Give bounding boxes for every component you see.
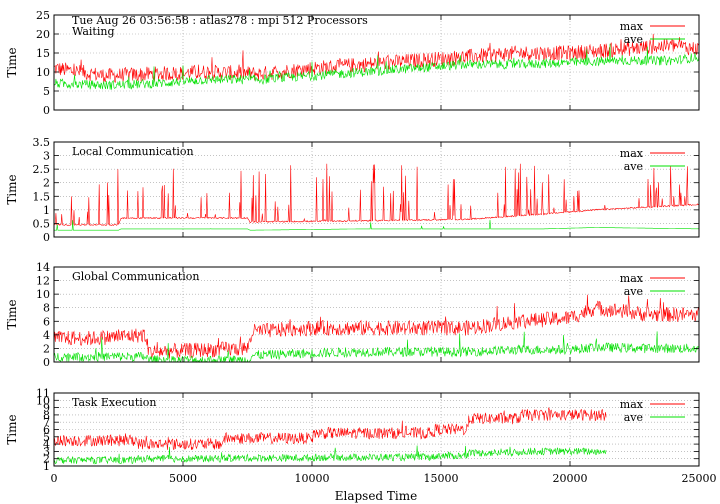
plot-frame [53,14,700,111]
panel-title: Local Communication [72,145,194,158]
y-tick-label: 10 [36,394,50,407]
y-tick-label: 5 [43,431,50,444]
panel-title: Waiting [72,25,115,38]
legend-label-max: max [620,20,644,33]
legend-label-ave: ave [624,285,643,298]
y-tick-label: 0 [43,104,50,117]
x-tick-label: 0 [51,472,58,485]
series-line-ave [53,43,700,90]
panel-2: 00.511.522.533.5 Time Local Communication m… [5,136,700,244]
y-tick-label: 8 [43,409,50,422]
y-tick-label: 1 [43,204,50,217]
y-tick-label: 10 [36,288,50,301]
y-tick-label: 12 [36,275,50,288]
series-line-max [53,407,607,450]
y-tick-label: 2 [43,342,50,355]
y-tick-label: 2 [43,453,50,466]
x-axis-label: Elapsed Time [335,489,418,503]
legend-label-max: max [620,398,644,411]
legend-label-ave: ave [624,33,643,46]
y-tick-label: 8 [43,302,50,315]
series-line-max [53,33,700,84]
y-tick-label: 14 [36,261,50,274]
y-tick-label: 10 [36,66,50,79]
y-tick-label: 3 [43,445,50,458]
y-tick-label: 0 [43,231,50,244]
series-line-ave [54,219,700,231]
y-tick-label: 9 [43,402,50,415]
series-line-ave [53,445,607,465]
y-tick-label: 25 [36,9,50,22]
y-axis-label: Time [5,414,19,444]
y-tick-label: 6 [43,424,50,437]
y-tick-label: 4 [43,438,50,451]
y-axis-label: Time [5,299,19,329]
y-axis-label: Time [5,174,19,204]
series-line-max [54,163,700,226]
y-tick-label: 0 [43,356,50,369]
x-tick-label: 10000 [295,472,330,485]
x-tick-label: 15000 [424,472,459,485]
y-tick-label: 3 [43,150,50,163]
y-tick-label: 6 [43,315,50,328]
y-tick-label: 4 [43,329,50,342]
plot-frame [53,266,700,363]
y-tick-label: 2 [43,177,50,190]
chart-header: Tue Aug 26 03:56:58 : atlas278 : mpi 512… [72,14,368,27]
y-tick-label: 20 [36,28,50,41]
x-tick-label: 5000 [169,472,197,485]
x-tick-label: 20000 [553,472,588,485]
panel-title: Global Communication [72,270,200,283]
y-tick-label: 3.5 [33,136,51,149]
legend-label-ave: ave [624,411,643,424]
y-axis-label: Time [5,47,19,77]
y-tick-label: 1 [43,460,50,473]
y-tick-label: 2.5 [33,163,51,176]
series-line-ave [53,331,700,364]
plot-frame [53,141,700,238]
legend-label-max: max [620,147,644,160]
y-tick-label: 5 [43,85,50,98]
y-tick-label: 11 [36,387,50,400]
series-line-max [53,294,700,359]
y-tick-label: 0.5 [33,217,51,230]
y-tick-label: 7 [43,416,50,429]
y-tick-label: 1.5 [33,190,51,203]
y-tick-label: 15 [36,47,50,60]
legend-label-ave: ave [624,160,643,173]
legend-label-max: max [620,272,644,285]
panel-title: Task Execution [72,396,156,409]
x-tick-label: 25000 [682,472,717,485]
